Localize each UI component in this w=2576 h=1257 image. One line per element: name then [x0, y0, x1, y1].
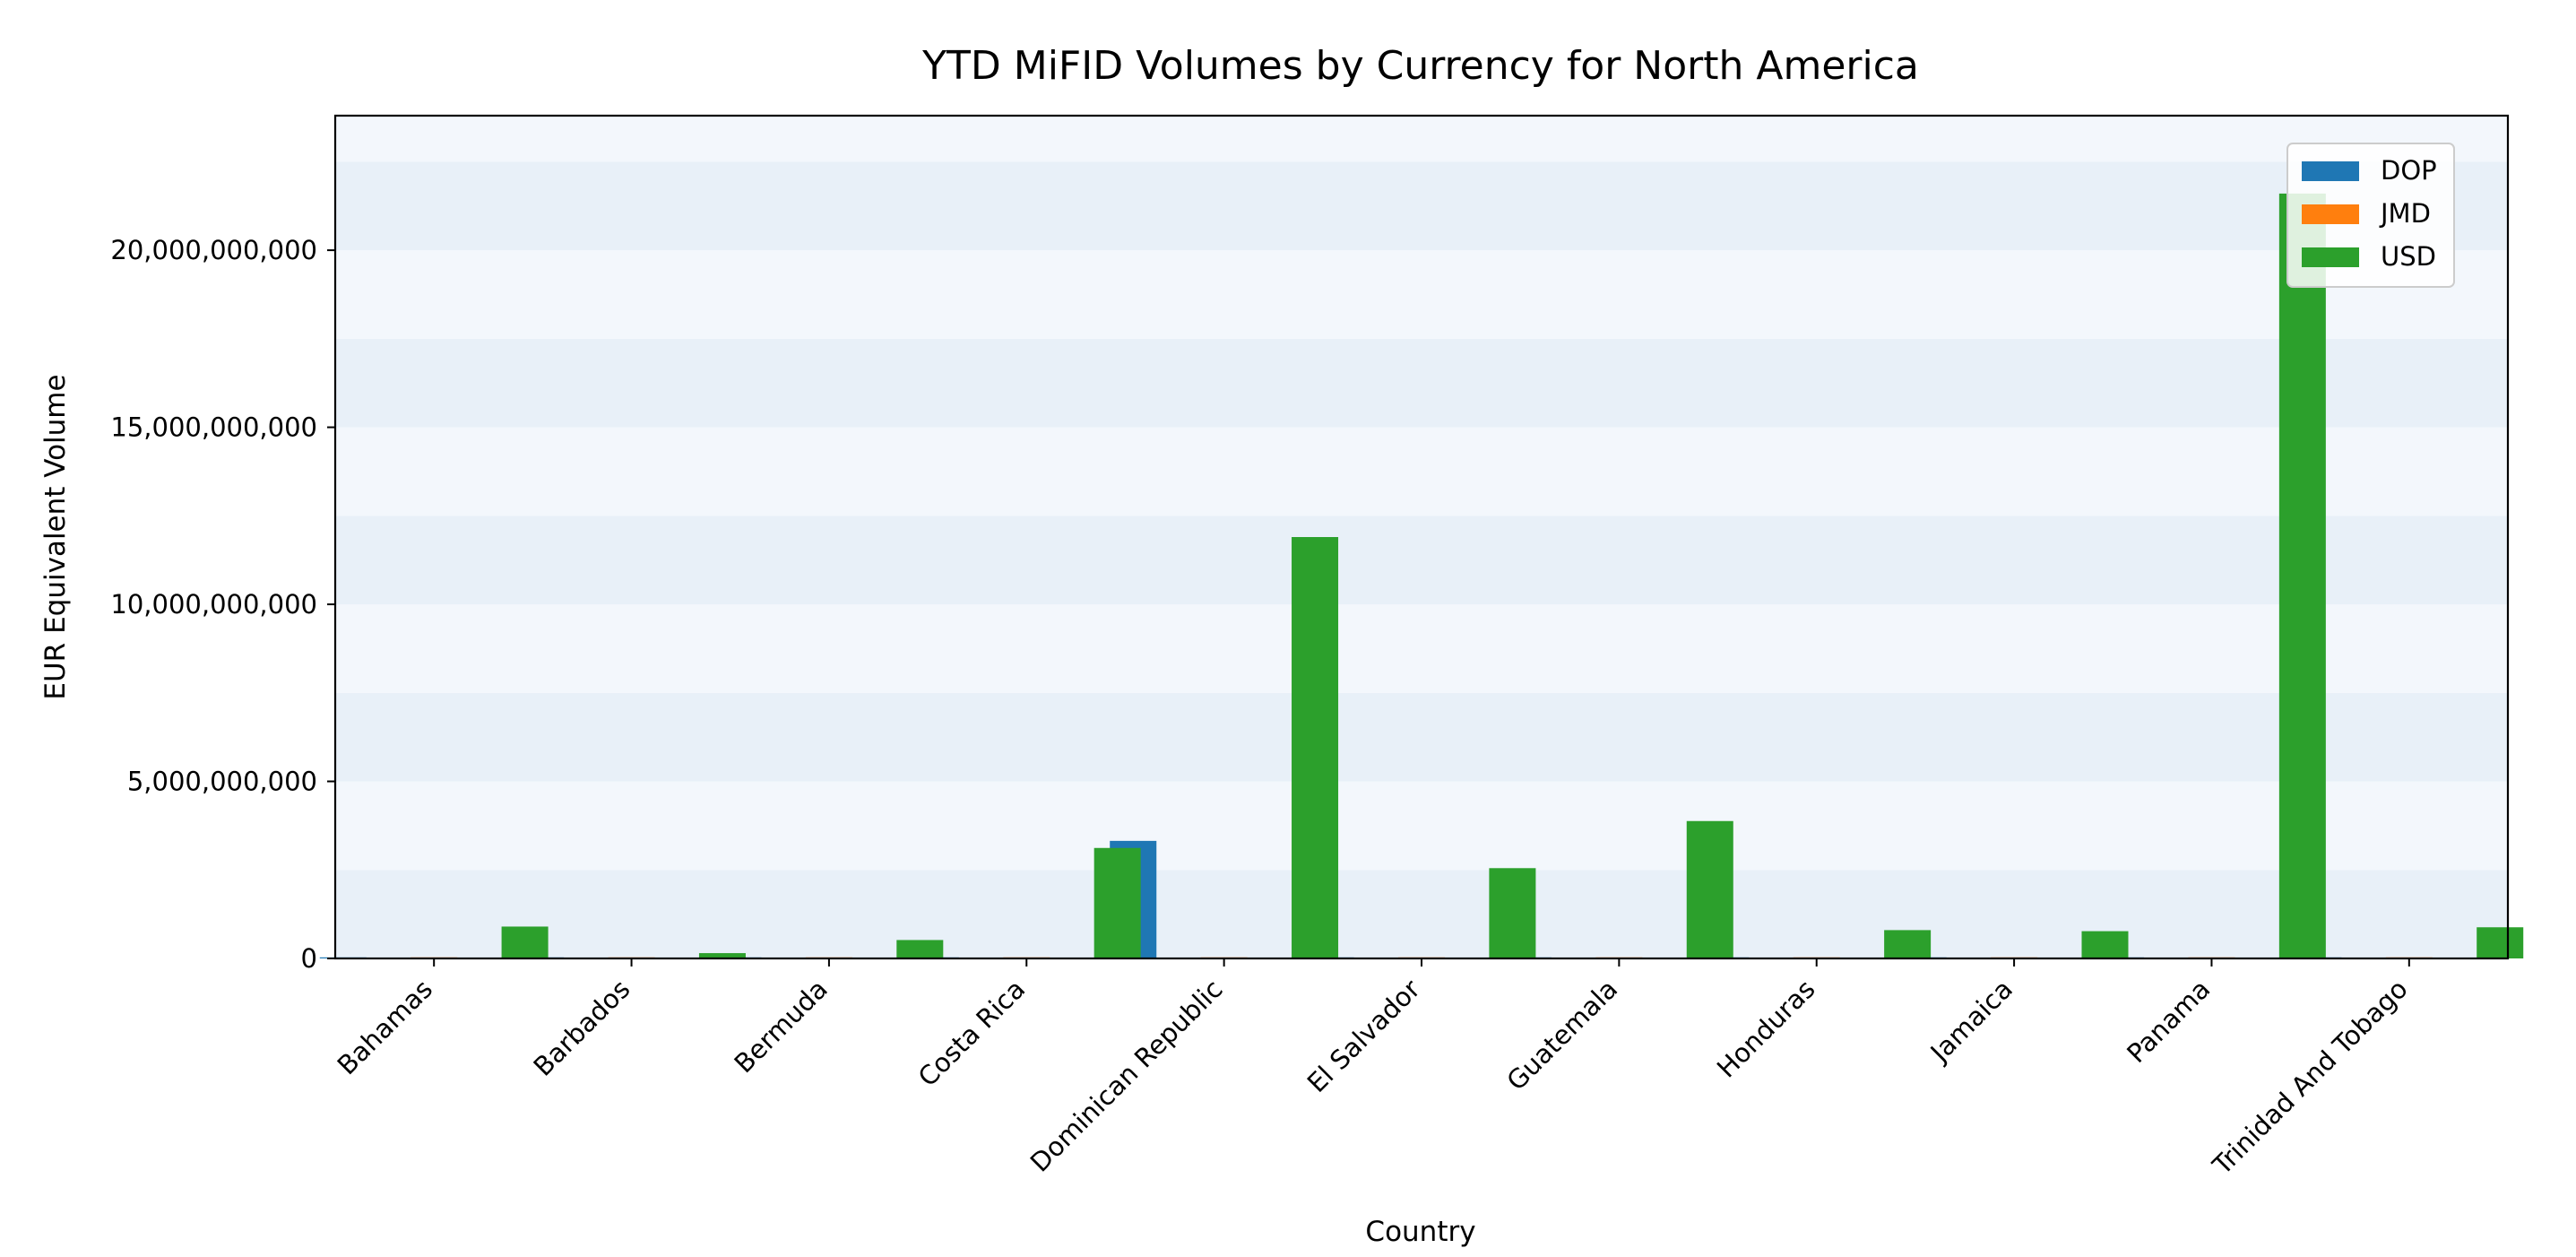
background-band	[335, 427, 2508, 516]
x-tick-label: El Salvador	[1301, 974, 1426, 1098]
x-tick-label: Barbados	[528, 974, 636, 1082]
bar-usd-el-salvador	[1489, 868, 1536, 958]
background-band	[335, 604, 2508, 693]
y-axis-label: EUR Equivalent Volume	[39, 374, 72, 699]
legend-label-dop: DOP	[2381, 155, 2437, 186]
legend: DOP JMD USD	[2286, 143, 2455, 288]
background-band	[335, 116, 2508, 162]
legend-label-jmd: JMD	[2379, 198, 2431, 229]
bars	[319, 193, 2524, 959]
y-tick-label: 10,000,000,000	[110, 589, 317, 620]
legend-swatch-dop	[2302, 161, 2359, 181]
x-tick-label: Bahamas	[332, 974, 438, 1080]
bar-usd-bermuda	[896, 940, 944, 958]
x-tick-label: Guatemala	[1500, 974, 1623, 1097]
chart-title: YTD MiFID Volumes by Currency for North …	[921, 43, 1919, 89]
bar-usd-panama	[2278, 193, 2326, 959]
y-axis: 0 5,000,000,000 10,000,000,000 15,000,000,0…	[110, 235, 335, 974]
bar-usd-honduras	[1884, 930, 1932, 958]
y-tick-label: 20,000,000,000	[110, 235, 317, 265]
x-tick-label: Jamaica	[1923, 974, 2018, 1069]
x-tick-label: Trinidad And Tobago	[2206, 974, 2414, 1182]
y-tick-label: 5,000,000,000	[127, 767, 317, 797]
legend-swatch-usd	[2302, 247, 2359, 267]
x-axis: Bahamas Barbados Bermuda Costa RicaDominica…	[332, 958, 2414, 1181]
bar-usd-costa-rica	[1094, 847, 1141, 958]
background-band	[335, 338, 2508, 428]
background-band	[335, 692, 2508, 782]
bar-usd-barbados	[698, 953, 746, 958]
y-tick-label: 15,000,000,000	[110, 412, 317, 443]
background-band	[335, 870, 2508, 958]
legend-swatch-jmd	[2302, 204, 2359, 224]
bar-usd-trinidad-and-tobago	[2477, 927, 2524, 958]
background-bands	[335, 116, 2508, 958]
bar-usd-guatemala	[1686, 820, 1733, 958]
x-tick-label: Dominican Republic	[1024, 974, 1229, 1178]
x-tick-label: Bermuda	[729, 974, 834, 1079]
y-tick-label: 0	[301, 943, 317, 974]
legend-label-usd: USD	[2381, 241, 2436, 272]
background-band	[335, 516, 2508, 605]
bar-usd-bahamas	[501, 926, 549, 958]
background-band	[335, 161, 2508, 251]
x-axis-label: Country	[1365, 1216, 1475, 1248]
x-tick-label: Honduras	[1711, 974, 1821, 1084]
background-band	[335, 250, 2508, 339]
background-band	[335, 781, 2508, 871]
x-tick-label: Panama	[2121, 974, 2216, 1069]
bar-usd-jamaica	[2081, 931, 2129, 958]
x-tick-label: Costa Rica	[912, 974, 1032, 1093]
bar-usd-dominican-republic	[1292, 537, 1339, 958]
